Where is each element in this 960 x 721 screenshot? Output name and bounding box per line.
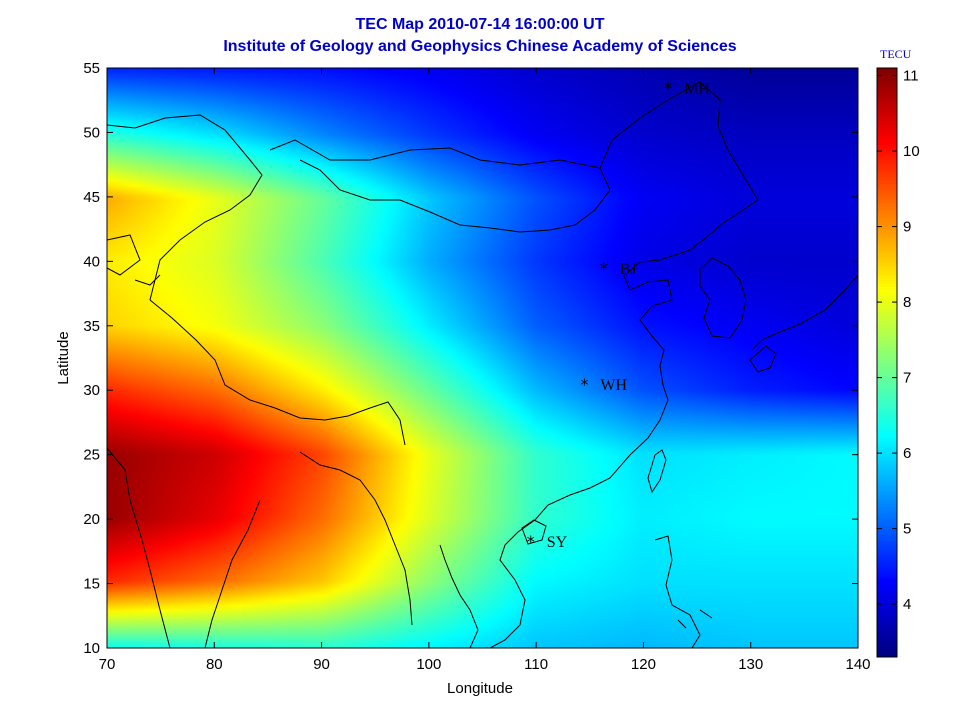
korea-coastline bbox=[699, 257, 747, 339]
northern-border bbox=[107, 81, 759, 301]
station-label-bj: BJ bbox=[620, 261, 637, 278]
colorbar-tick-label: 9 bbox=[903, 219, 911, 236]
colorbar-tick-label: 4 bbox=[903, 596, 911, 613]
himalaya-border bbox=[149, 299, 406, 446]
colorbar-unit-label: TECU bbox=[880, 47, 912, 61]
y-tick-label: 15 bbox=[83, 576, 100, 593]
map-axes-frame bbox=[106, 67, 859, 649]
x-axis-label: Longitude bbox=[447, 680, 513, 697]
x-tick-label: 120 bbox=[631, 656, 656, 673]
x-tick-label: 90 bbox=[313, 656, 330, 673]
y-tick-label: 50 bbox=[83, 124, 100, 141]
taiwan-coastline bbox=[647, 449, 667, 494]
map-title: TEC Map 2010-07-14 16:00:00 UT bbox=[355, 16, 605, 33]
x-tick-label: 100 bbox=[416, 656, 441, 673]
y-tick-label: 40 bbox=[83, 253, 100, 270]
philippines-coastline bbox=[654, 535, 713, 648]
colorbar-frame bbox=[876, 67, 898, 658]
china-coastline bbox=[534, 199, 759, 521]
station-marker: * bbox=[600, 259, 608, 278]
y-tick-label: 20 bbox=[83, 511, 100, 528]
india-coastline bbox=[107, 447, 261, 648]
station-marker: * bbox=[580, 375, 588, 394]
y-tick-label: 35 bbox=[83, 318, 100, 335]
y-axis-label: Latitude bbox=[55, 331, 72, 384]
colorbar-tick-label: 7 bbox=[903, 370, 911, 387]
station-label-wh: WH bbox=[600, 377, 627, 394]
station-label-mh: MH bbox=[684, 80, 710, 97]
map-subtitle: Institute of Geology and Geophysics Chin… bbox=[223, 38, 737, 55]
x-tick-label: 130 bbox=[738, 656, 763, 673]
y-tick-label: 10 bbox=[83, 640, 100, 657]
station-marker: * bbox=[664, 78, 672, 97]
station-marker: * bbox=[527, 532, 535, 551]
colorbar-tick-label: 8 bbox=[903, 294, 911, 311]
y-tick-label: 45 bbox=[83, 189, 100, 206]
y-tick-label: 55 bbox=[83, 60, 100, 77]
central-asia-borders bbox=[107, 234, 161, 286]
x-tick-label: 80 bbox=[206, 656, 223, 673]
indochina-coastline bbox=[439, 519, 536, 648]
colorbar-tick-label: 6 bbox=[903, 445, 911, 462]
x-tick-label: 140 bbox=[845, 656, 870, 673]
x-tick-label: 110 bbox=[524, 656, 548, 673]
japan-coastline bbox=[749, 274, 858, 373]
y-tick-label: 30 bbox=[83, 382, 100, 399]
colorbar-tick-label: 5 bbox=[903, 521, 911, 538]
station-label-sy: SY bbox=[547, 534, 568, 551]
y-tick-label: 25 bbox=[83, 447, 100, 464]
tec-heatmap bbox=[107, 68, 858, 648]
colorbar bbox=[877, 68, 897, 657]
x-tick-label: 70 bbox=[99, 656, 116, 673]
colorbar-tick-label: 10 bbox=[903, 143, 920, 160]
bay-of-bengal-coastline bbox=[299, 451, 413, 626]
colorbar-tick-label: 11 bbox=[903, 68, 919, 85]
hainan-coastline bbox=[521, 519, 547, 545]
coastlines-borders bbox=[107, 81, 858, 648]
